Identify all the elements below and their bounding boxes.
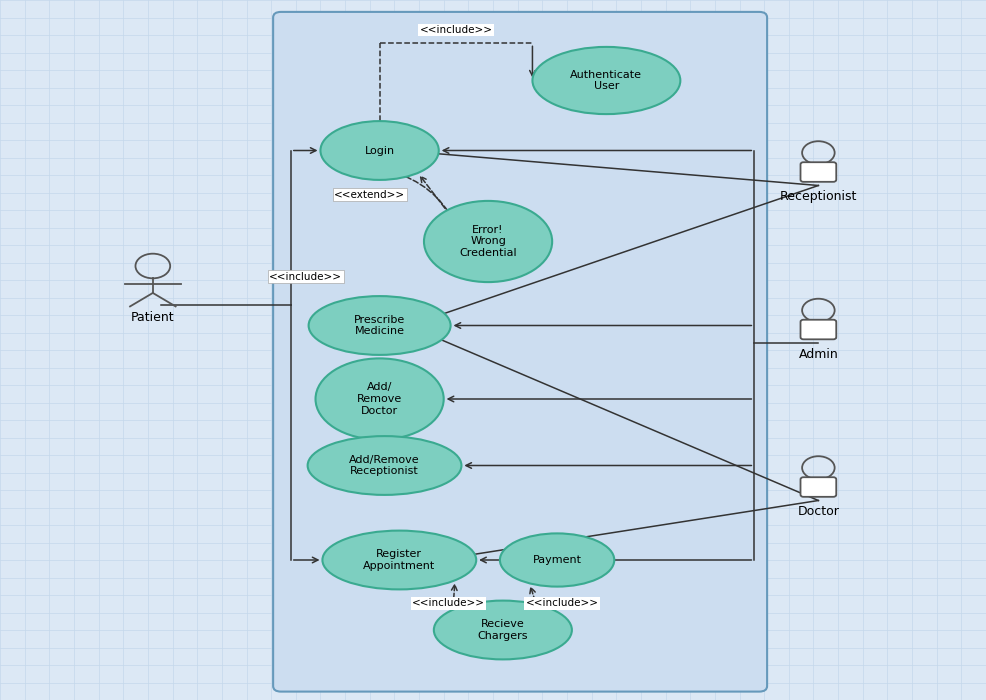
FancyBboxPatch shape bbox=[801, 320, 836, 340]
Ellipse shape bbox=[308, 436, 461, 495]
Ellipse shape bbox=[322, 531, 476, 589]
FancyBboxPatch shape bbox=[273, 12, 767, 692]
Text: Admin: Admin bbox=[799, 348, 838, 360]
Text: Error!
Wrong
Credential: Error! Wrong Credential bbox=[459, 225, 517, 258]
FancyBboxPatch shape bbox=[801, 162, 836, 182]
Text: Prescribe
Medicine: Prescribe Medicine bbox=[354, 315, 405, 336]
Ellipse shape bbox=[309, 296, 451, 355]
FancyArrowPatch shape bbox=[355, 165, 468, 279]
Text: <<include>>: <<include>> bbox=[269, 272, 342, 281]
Ellipse shape bbox=[434, 601, 572, 659]
Ellipse shape bbox=[316, 358, 444, 440]
Text: <<include>>: <<include>> bbox=[526, 598, 599, 608]
Text: Patient: Patient bbox=[131, 312, 175, 324]
Text: Register
Appointment: Register Appointment bbox=[363, 550, 436, 570]
Text: <<extend>>: <<extend>> bbox=[334, 190, 405, 200]
Ellipse shape bbox=[320, 121, 439, 180]
Text: Recieve
Chargers: Recieve Chargers bbox=[477, 620, 528, 640]
Text: <<include>>: <<include>> bbox=[412, 598, 485, 608]
Text: Receptionist: Receptionist bbox=[780, 190, 857, 203]
FancyBboxPatch shape bbox=[801, 477, 836, 497]
Ellipse shape bbox=[424, 201, 552, 282]
Text: Add/Remove
Receptionist: Add/Remove Receptionist bbox=[349, 455, 420, 476]
Text: Add/
Remove
Doctor: Add/ Remove Doctor bbox=[357, 382, 402, 416]
Text: Doctor: Doctor bbox=[798, 505, 839, 518]
Ellipse shape bbox=[500, 533, 614, 587]
Text: Authenticate
User: Authenticate User bbox=[570, 70, 643, 91]
Text: <<include>>: <<include>> bbox=[419, 25, 493, 35]
Ellipse shape bbox=[532, 47, 680, 114]
Text: Payment: Payment bbox=[532, 555, 582, 565]
Text: Login: Login bbox=[365, 146, 394, 155]
